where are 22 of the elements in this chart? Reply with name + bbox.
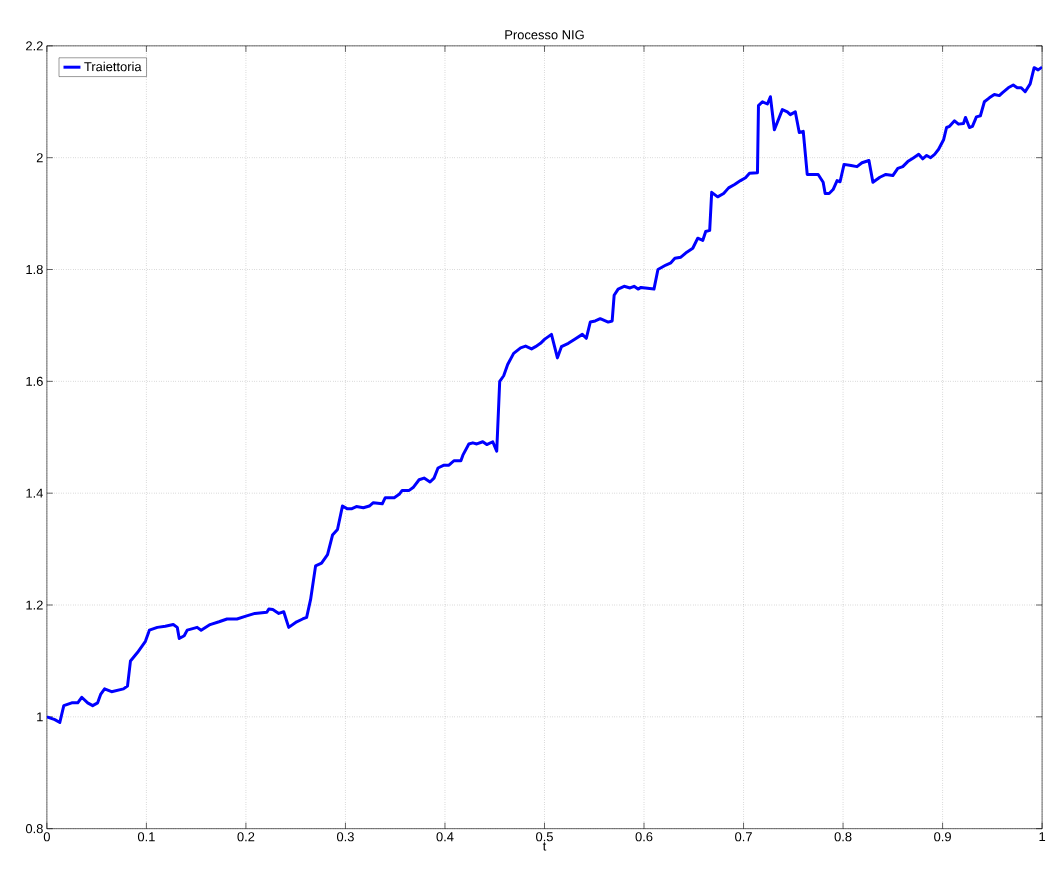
x-tick-label: 0.3 bbox=[336, 832, 354, 842]
y-tick-label: 1 bbox=[37, 712, 43, 722]
x-axis-title: t bbox=[542, 842, 547, 851]
x-tick-label: 0.7 bbox=[735, 832, 752, 842]
x-tick-label: 0 bbox=[43, 832, 50, 842]
x-tick-label: 0.8 bbox=[834, 832, 852, 842]
x-tick-label: 0.9 bbox=[934, 832, 951, 842]
x-tick-label: 0.5 bbox=[536, 832, 553, 842]
x-tick-label: 0.2 bbox=[237, 832, 255, 842]
x-tick-label: 0.4 bbox=[436, 832, 454, 842]
legend-label: Traiettoria bbox=[84, 61, 142, 72]
y-tick-label: 1.6 bbox=[26, 377, 43, 387]
y-tick-label: 2.2 bbox=[26, 41, 43, 51]
y-tick-label: 1.8 bbox=[26, 265, 43, 275]
y-tick-label: 0.8 bbox=[25, 824, 43, 834]
chart-title: Processo NIG bbox=[505, 30, 584, 40]
y-tick-label: 1.2 bbox=[26, 600, 43, 610]
x-tick-label: 1 bbox=[1039, 832, 1046, 842]
y-tick-label: 1.4 bbox=[26, 488, 43, 498]
y-tick-label: 2 bbox=[36, 153, 43, 163]
x-tick-label: 0.6 bbox=[635, 832, 653, 842]
x-tick-label: 0.1 bbox=[137, 832, 155, 842]
